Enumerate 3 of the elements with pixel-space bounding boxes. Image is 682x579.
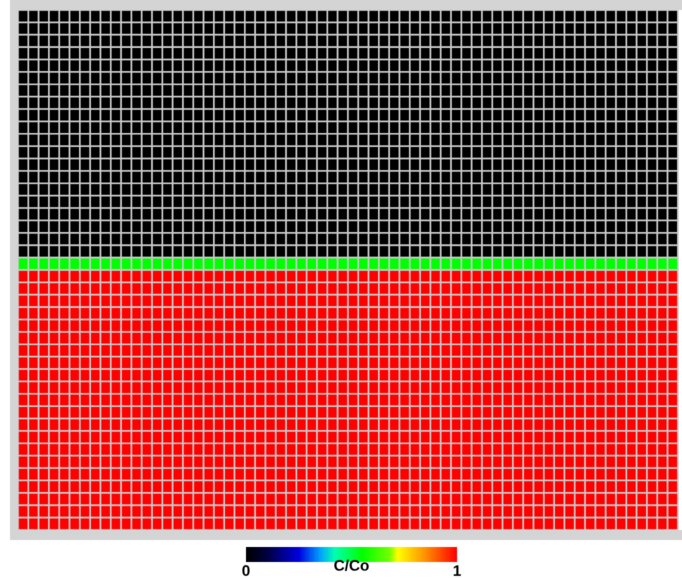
color-bar-label: 0 xyxy=(242,565,250,576)
color-bar-label: 1 xyxy=(454,565,461,576)
color-bar-title: C/Co xyxy=(334,560,369,571)
